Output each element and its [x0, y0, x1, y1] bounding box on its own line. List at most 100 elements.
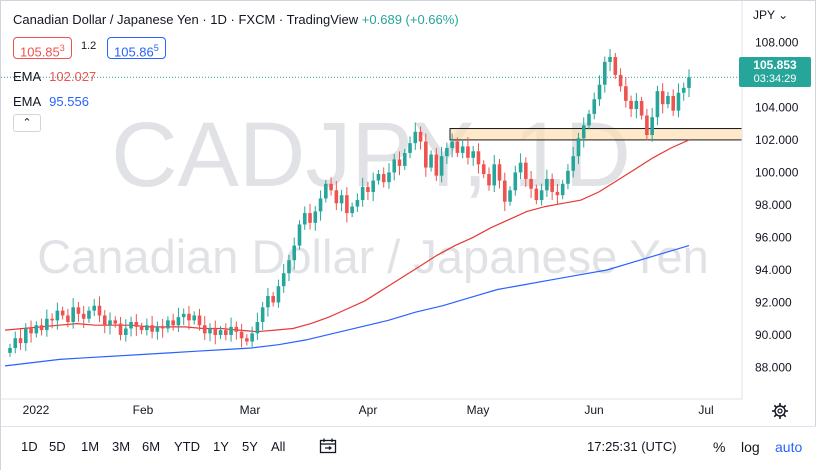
percent-toggle[interactable]: % [713, 439, 726, 455]
ema-fast-value: 102.027 [49, 69, 97, 84]
candle-body [387, 172, 391, 183]
candle-body [413, 131, 418, 144]
candle-body [471, 151, 475, 158]
range-3m[interactable]: 3M [112, 439, 131, 454]
auto-toggle[interactable]: auto [775, 439, 803, 455]
candle-body [60, 310, 65, 316]
price-axis[interactable]: 88.000 90.000 92.000 94.000 96.000 98.000 100.… [741, 1, 799, 399]
candle-body [166, 320, 170, 329]
buy-button[interactable]: 105.865 [107, 37, 166, 59]
candle-body [371, 180, 375, 192]
range-5d[interactable]: 5D [49, 439, 66, 454]
chevron-up-icon: ⌃ [22, 117, 32, 129]
candle-body [245, 338, 249, 342]
candle-body [29, 328, 33, 334]
candle-body [313, 211, 318, 223]
candle-body [618, 74, 623, 87]
candle-body [39, 325, 44, 331]
symbol-title[interactable]: Canadian Dollar / Japanese Yen · 1D · FX… [13, 12, 359, 27]
candle-body [160, 326, 165, 329]
candle-body [202, 325, 207, 334]
range-6m[interactable]: 6M [142, 439, 161, 454]
candle-body [545, 178, 549, 191]
candle-body [539, 190, 544, 201]
candle-body [66, 315, 70, 322]
utc-clock[interactable]: 17:25:31 (UTC) [587, 439, 677, 454]
candle-body [318, 198, 323, 212]
y-tick-label: 96.000 [755, 230, 792, 244]
candle-body [466, 146, 470, 158]
chevron-down-icon: ⌄ [778, 8, 789, 22]
candle-body [92, 305, 97, 311]
candle-body [508, 190, 512, 202]
range-5y[interactable]: 5Y [242, 439, 258, 454]
candle-body [639, 100, 644, 116]
candles[interactable] [8, 49, 691, 357]
support-zone[interactable] [449, 128, 743, 141]
candle-body [424, 141, 428, 168]
ema-slow-label: EMA [13, 94, 42, 109]
range-all[interactable]: All [271, 439, 286, 454]
ema-slow-value: 95.556 [49, 94, 89, 109]
buy-price-sup: 5 [153, 43, 159, 53]
range-1m[interactable]: 1M [81, 439, 100, 454]
ema-fast-label: EMA [13, 69, 42, 84]
candle-body [192, 315, 197, 321]
collapse-legend-button[interactable]: ⌃ [13, 114, 41, 132]
candle-body [592, 99, 597, 114]
gear-icon[interactable] [772, 403, 788, 419]
candle-body [624, 86, 628, 101]
sell-button[interactable]: 105.853 [13, 37, 72, 59]
candle-body [571, 156, 576, 171]
candle-body [671, 96, 676, 111]
candle-body [629, 100, 633, 110]
candle-body [597, 84, 602, 100]
candle-body [339, 195, 344, 204]
bottom-toolbar: 1D 5D 1M 3M 6M YTD 1Y 5Y All 17:25:31 (U… [1, 426, 816, 470]
zone-rect[interactable] [449, 128, 743, 141]
candle-body [181, 313, 186, 318]
candle-body [281, 273, 286, 287]
range-1y[interactable]: 1Y [213, 439, 229, 454]
candle-body [218, 330, 223, 335]
candle-body [608, 57, 612, 62]
candle-body [502, 180, 507, 202]
candle-body [197, 315, 202, 326]
watermark-symbol: CADJPY, 1D [111, 104, 631, 206]
candle-body [350, 206, 354, 214]
candle-body [408, 143, 412, 153]
y-tick-label: 98.000 [755, 198, 792, 212]
range-1d[interactable]: 1D [21, 439, 38, 454]
ema-legend-fast[interactable]: EMA 102.027 [13, 69, 96, 84]
calendar-range-icon[interactable] [319, 437, 337, 460]
candle-body [108, 320, 112, 326]
ema-slow-line[interactable] [4, 245, 690, 367]
candle-body [123, 328, 128, 335]
price-chart[interactable]: CADJPY, 1D Canadian Dollar / Japanese Ye… [1, 1, 816, 426]
candle-body [113, 320, 118, 324]
x-tick-label: May [467, 403, 490, 417]
candle-body [266, 295, 270, 308]
time-axis[interactable]: 2022 Feb Mar Apr May Jun Jul [1, 398, 742, 417]
ema-legend-slow[interactable]: EMA 95.556 [13, 94, 89, 109]
currency-selector[interactable]: JPY ⌄ [753, 8, 788, 22]
candle-body [445, 148, 449, 157]
candle-body [334, 190, 339, 204]
last-price-value: 105.853 [753, 58, 797, 72]
bar-countdown: 03:34:29 [753, 73, 797, 85]
candle-body [302, 213, 307, 225]
candle-body [71, 307, 75, 322]
log-toggle[interactable]: log [741, 439, 760, 455]
candle-body [381, 174, 386, 183]
candle-body [487, 174, 491, 186]
candle-body [208, 328, 212, 334]
candle-body [360, 187, 365, 201]
candle-body [155, 326, 160, 332]
candle-body [687, 77, 691, 88]
candle-body [434, 154, 439, 176]
last-price-label: 105.853 03:34:29 [739, 57, 811, 87]
x-tick-label: Apr [359, 403, 378, 417]
candle-body [650, 117, 654, 136]
range-ytd[interactable]: YTD [174, 439, 200, 454]
candle-body [324, 183, 328, 199]
